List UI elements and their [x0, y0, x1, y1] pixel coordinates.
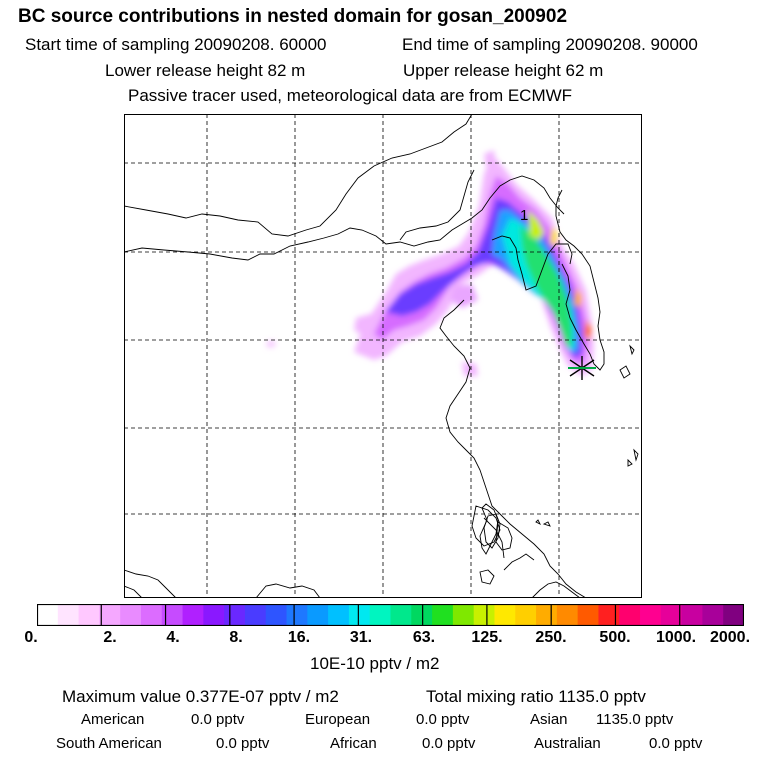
colorbar-cell: [390, 604, 412, 626]
colorbar-cell: [432, 604, 454, 626]
american-value: 0.0 pptv: [191, 711, 245, 728]
african-label: African: [330, 735, 377, 752]
colorbar-tick-label: 2000.: [709, 629, 751, 646]
taiwan-coast: [483, 513, 501, 549]
colorbar-tick-label: 16.: [287, 629, 311, 646]
asian-value: 1135.0 pptv: [596, 711, 674, 728]
european-value: 0.0 pptv: [416, 711, 470, 728]
plot-title: BC source contributions in nested domain…: [18, 6, 568, 27]
tracer-note: Passive tracer used, meteorological data…: [128, 86, 573, 105]
colorbar-unit: 10E-10 pptv / m2: [310, 654, 440, 673]
colorbar-cell: [723, 604, 744, 626]
colorbar-cell: [619, 604, 641, 626]
start-time: Start time of sampling 20090208. 60000: [25, 35, 327, 54]
colorbar-tick-label: 63.: [412, 629, 436, 646]
colorbar-tick-label: 2.: [103, 629, 117, 646]
colorbar-cell: [515, 604, 537, 626]
australian-value: 0.0 pptv: [649, 735, 703, 752]
south-american-label: South American: [56, 735, 162, 752]
colorbar-cell: [37, 604, 59, 626]
colorbar-cell: [473, 604, 496, 626]
colorbar-cell: [702, 604, 724, 626]
colorbar-cell: [369, 604, 392, 626]
map-panel: 1: [124, 114, 642, 598]
colorbar-cell: [640, 604, 662, 626]
colorbar: [37, 604, 744, 626]
colorbar-tick-label: 31.: [349, 629, 373, 646]
max-value: Maximum value 0.377E-07 pptv / m2: [62, 687, 339, 706]
colorbar-cell: [598, 604, 620, 626]
colorbar-cell: [577, 604, 600, 626]
colorbar-cell: [556, 604, 579, 626]
colorbar-tick-label: 250.: [535, 629, 567, 646]
lower-release-height: Lower release height 82 m: [105, 61, 306, 80]
colorbar-cell: [203, 604, 225, 626]
colorbar-tick-label: 4.: [166, 629, 180, 646]
colorbar-tick-label: 0.: [24, 629, 38, 646]
colorbar-cell: [120, 604, 142, 626]
total-mixing-ratio: Total mixing ratio 1135.0 pptv: [426, 687, 646, 706]
concentration-plume: [266, 150, 594, 376]
colorbar-cell: [660, 604, 683, 626]
colorbar-cell: [681, 604, 704, 626]
colorbar-cell: [328, 604, 350, 626]
european-label: European: [305, 711, 371, 728]
colorbar-cell: [57, 604, 80, 626]
american-label: American: [81, 711, 145, 728]
coastlines: [124, 114, 639, 598]
colorbar-cell: [307, 604, 329, 626]
african-value: 0.0 pptv: [422, 735, 476, 752]
colorbar-cell: [182, 604, 204, 626]
colorbar-cell: [244, 604, 267, 626]
lat-lon-grid: [124, 114, 642, 598]
max-marker: 1: [520, 207, 528, 224]
colorbar-cell: [99, 604, 121, 626]
colorbar-cell: [224, 604, 246, 626]
end-time: End time of sampling 20090208. 90000: [402, 35, 698, 54]
colorbar-tick-label: 125.: [471, 629, 503, 646]
colorbar-cell: [140, 604, 163, 626]
receptor-marker: [568, 356, 596, 380]
colorbar-tick-label: 8.: [229, 629, 243, 646]
south-american-value: 0.0 pptv: [216, 735, 270, 752]
colorbar-cell: [78, 604, 100, 626]
colorbar-cell: [348, 604, 371, 626]
australian-label: Australian: [534, 735, 601, 752]
colorbar-cell: [494, 604, 516, 626]
colorbar-cell: [452, 604, 475, 626]
colorbar-cell: [265, 604, 288, 626]
colorbar-tick-label: 500.: [599, 629, 631, 646]
upper-release-height: Upper release height 62 m: [403, 61, 604, 80]
colorbar-cell: [286, 604, 308, 626]
asian-label: Asian: [530, 711, 568, 728]
colorbar-cell: [411, 604, 433, 626]
colorbar-tick-label: 1000.: [655, 629, 697, 646]
colorbar-cell: [536, 604, 558, 626]
colorbar-cell: [161, 604, 184, 626]
